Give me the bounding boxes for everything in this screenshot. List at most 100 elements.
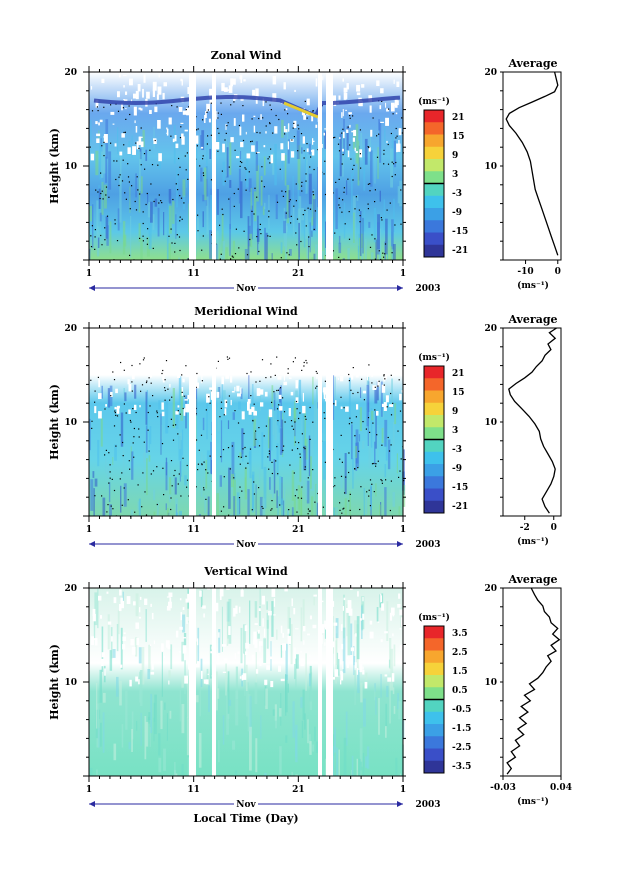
heatmap-streak [220,254,223,260]
heatmap-streak [256,165,259,202]
heatmap-gap [253,631,257,641]
heatmap-streak [136,720,138,731]
colorbar-tick-label: 9 [452,407,458,417]
heatmap-gap [92,608,96,617]
heatmap-streak [116,676,119,697]
zero-contour-dot [219,258,221,260]
heatmap-streak [281,419,284,453]
heatmap-gap [169,597,172,603]
heatmap-gap [384,631,388,634]
zero-contour-dot [276,201,279,203]
heatmap-streak [384,464,387,478]
heatmap-streak [218,629,221,653]
heatmap-streak [289,249,292,256]
heatmap-gap [355,374,359,378]
heatmap-gap [122,644,126,650]
heatmap-streak [346,126,349,151]
heatmap-gap [335,329,338,334]
colorbar-segment [424,366,444,379]
zero-contour-dot [377,385,379,387]
heatmap-gap [351,130,355,133]
zero-contour-dot [134,511,136,513]
zero-contour-dot [143,441,145,443]
zero-contour-dot [206,143,208,145]
zero-contour-dot [123,487,125,489]
heatmap-streak [95,150,99,176]
heatmap-gap [209,88,213,98]
heatmap-streak [157,502,159,516]
heatmap-streak [264,772,267,776]
heatmap-gap [259,357,263,367]
heatmap-streak [386,601,389,641]
heatmap-gap [341,346,343,351]
heatmap-gap [397,100,399,106]
heatmap-streak [160,413,162,455]
zero-contour-dot [268,453,270,455]
heatmap-streak [101,385,103,399]
heatmap-gap [246,343,250,348]
heatmap-streak [284,211,288,219]
zero-contour-dot [367,203,369,205]
zero-contour-dot [207,472,209,474]
zero-contour-dot [272,132,274,134]
heatmap-streak [385,703,388,727]
heatmap-gap [138,136,142,145]
heatmap-gap [250,335,254,342]
zero-contour-dot [261,180,263,182]
colorbar-tick-label: 0.5 [452,686,468,696]
heatmap-streak [229,180,232,188]
zero-contour-dot [137,189,139,191]
zero-contour-dot [256,236,258,238]
heatmap-streak [293,497,296,516]
heatmap-gap [166,360,169,366]
heatmap-streak [252,384,254,425]
colorbar-segment [424,183,444,197]
heatmap-streak [284,222,288,260]
heatmap-streak [222,715,225,745]
zero-contour-dot [188,106,190,108]
zero-contour-dot [154,139,156,142]
zero-contour-dot [376,156,379,158]
zero-contour-dot [197,469,199,471]
heatmap-gap [323,132,325,136]
heatmap-streak [98,774,101,776]
heatmap-streak [183,633,187,648]
heatmap-gap [119,151,123,156]
heatmap-gap [247,399,251,404]
zero-contour-dot [184,155,186,157]
heatmap-streak [342,627,346,674]
heatmap-gap [90,86,93,90]
heatmap-gap [188,663,190,670]
zero-contour-dot [225,132,227,134]
heatmap-gap [284,588,288,592]
heatmap-streak [259,496,263,516]
zero-contour-dot [250,395,252,397]
zero-contour-dot [149,149,151,151]
zero-contour-dot [241,490,243,492]
heatmap-streak [370,252,374,260]
profile-y-tick-label: 20 [484,584,497,594]
colorbar-tick-label: 15 [452,132,465,142]
heatmap-gap [384,674,388,677]
heatmap-streak [355,445,358,459]
heatmap-streak [335,188,338,230]
heatmap-gap [374,366,376,372]
zero-contour-dot [368,146,370,149]
heatmap-gap [166,128,169,136]
zero-contour-dot [169,399,171,401]
zero-contour-dot [233,192,235,195]
heatmap-streak [292,701,295,738]
heatmap-streak [113,743,117,761]
heatmap-streak [306,159,308,194]
colorbar-tick-label: 15 [452,388,465,398]
zero-contour-dot [243,432,245,435]
heatmap-streak [94,592,98,626]
heatmap-gap [293,608,296,615]
heatmap-gap [250,365,253,368]
heatmap-gap [114,406,117,410]
heatmap-gap [113,597,117,604]
heatmap-gap [126,596,131,604]
heatmap-streak [123,483,127,507]
x-tick-label: 11 [187,525,200,535]
zero-contour-dot [308,236,310,238]
